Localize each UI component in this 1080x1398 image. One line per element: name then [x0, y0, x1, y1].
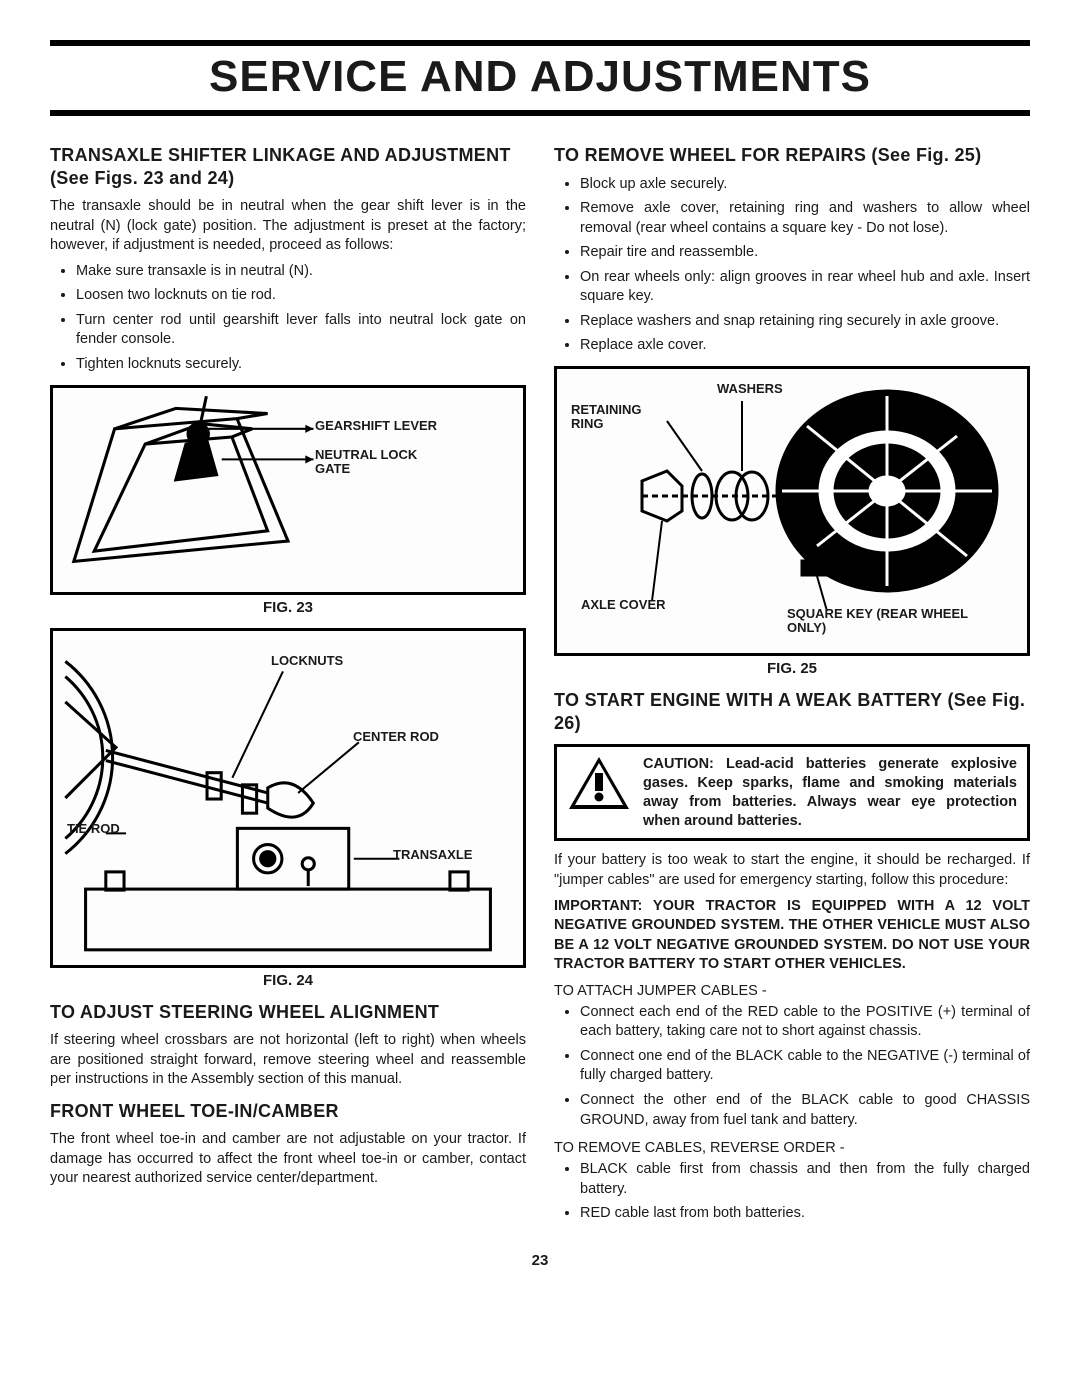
page-title: SERVICE AND ADJUSTMENTS [50, 40, 1030, 116]
transaxle-intro: The transaxle should be in neutral when … [50, 197, 526, 256]
list-item: On rear wheels only: align grooves in re… [580, 268, 1030, 307]
transaxle-steps: Make sure transaxle is in neutral (N). L… [50, 262, 526, 375]
figure-24: LOCKNUTS CENTER ROD TIE ROD TRANSAXLE [50, 628, 526, 968]
attach-steps: Connect each end of the RED cable to the… [554, 1003, 1030, 1130]
steering-text: If steering wheel crossbars are not hori… [50, 1031, 526, 1090]
fig25-label-cover: AXLE COVER [581, 597, 666, 612]
page-number: 23 [50, 1252, 1030, 1269]
figure-25: WASHERS RETAINING RING AXLE COVER SQUARE… [554, 366, 1030, 656]
caution-text: CAUTION: Lead-acid batteries generate ex… [643, 755, 1017, 830]
list-item: Remove axle cover, retaining ring and wa… [580, 199, 1030, 238]
fig24-label-transaxle: TRANSAXLE [393, 847, 472, 862]
toein-text: The front wheel toe-in and camber are no… [50, 1130, 526, 1189]
list-item: Turn center rod until gearshift lever fa… [76, 311, 526, 350]
list-item: Make sure transaxle is in neutral (N). [76, 262, 526, 282]
warning-icon [567, 755, 631, 811]
figure-23: GEARSHIFT LEVER NEUTRAL LOCK GATE [50, 385, 526, 595]
list-item: BLACK cable first from chassis and then … [580, 1160, 1030, 1199]
list-item: Connect one end of the BLACK cable to th… [580, 1047, 1030, 1086]
fig24-label-centerrod: CENTER ROD [353, 729, 439, 744]
list-item: Tighten locknuts securely. [76, 355, 526, 375]
list-item: Connect the other end of the BLACK cable… [580, 1091, 1030, 1130]
list-item: Replace washers and snap retaining ring … [580, 312, 1030, 332]
left-column: TRANSAXLE SHIFTER LINKAGE AND ADJUSTMENT… [50, 134, 526, 1234]
remove-head: TO REMOVE CABLES, REVERSE ORDER - [554, 1140, 1030, 1156]
heading-remove-wheel: TO REMOVE WHEEL FOR REPAIRS (See Fig. 25… [554, 144, 1030, 167]
battery-important: IMPORTANT: YOUR TRACTOR IS EQUIPPED WITH… [554, 897, 1030, 975]
fig23-svg [53, 388, 523, 592]
caution-box: CAUTION: Lead-acid batteries generate ex… [554, 744, 1030, 841]
heading-transaxle: TRANSAXLE SHIFTER LINKAGE AND ADJUSTMENT… [50, 144, 526, 189]
right-column: TO REMOVE WHEEL FOR REPAIRS (See Fig. 25… [554, 134, 1030, 1234]
list-item: Connect each end of the RED cable to the… [580, 1003, 1030, 1042]
list-item: Replace axle cover. [580, 336, 1030, 356]
battery-p1: If your battery is too weak to start the… [554, 851, 1030, 890]
two-column-layout: TRANSAXLE SHIFTER LINKAGE AND ADJUSTMENT… [50, 134, 1030, 1234]
fig23-label-lockgate: NEUTRAL LOCK GATE [315, 448, 425, 477]
remove-wheel-steps: Block up axle securely. Remove axle cove… [554, 175, 1030, 357]
heading-weak-battery: TO START ENGINE WITH A WEAK BATTERY (See… [554, 689, 1030, 734]
fig25-label-key: SQUARE KEY (REAR WHEEL ONLY) [787, 607, 987, 636]
heading-toein: FRONT WHEEL TOE-IN/CAMBER [50, 1100, 526, 1123]
fig24-label-tierod: TIE ROD [67, 821, 120, 836]
fig25-caption: FIG. 25 [554, 660, 1030, 677]
fig25-label-washers: WASHERS [717, 381, 783, 396]
list-item: Repair tire and reassemble. [580, 243, 1030, 263]
fig24-svg [53, 631, 523, 965]
fig23-caption: FIG. 23 [50, 599, 526, 616]
fig23-label-gearshift: GEARSHIFT LEVER [315, 418, 437, 433]
attach-head: TO ATTACH JUMPER CABLES - [554, 983, 1030, 999]
heading-steering: TO ADJUST STEERING WHEEL ALIGNMENT [50, 1001, 526, 1024]
list-item: Loosen two locknuts on tie rod. [76, 286, 526, 306]
list-item: Block up axle securely. [580, 175, 1030, 195]
remove-steps: BLACK cable first from chassis and then … [554, 1160, 1030, 1224]
list-item: RED cable last from both batteries. [580, 1204, 1030, 1224]
fig24-caption: FIG. 24 [50, 972, 526, 989]
fig24-label-locknuts: LOCKNUTS [271, 653, 343, 668]
fig25-label-ring: RETAINING RING [571, 403, 661, 432]
